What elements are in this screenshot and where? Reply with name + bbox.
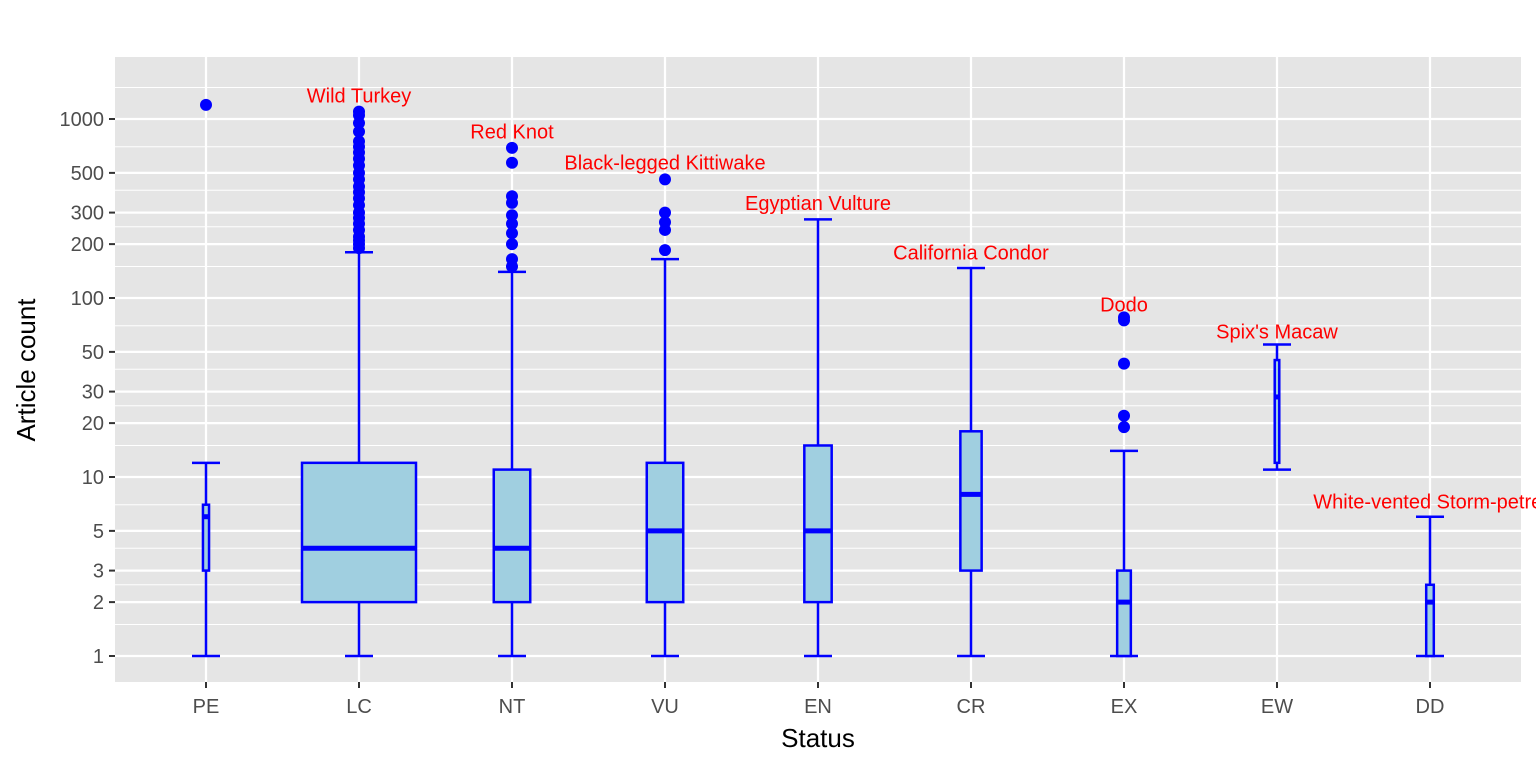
y-tick-label: 200 xyxy=(71,234,104,256)
y-tick-label: 1000 xyxy=(60,109,105,131)
box xyxy=(959,430,983,572)
x-tick-label: NT xyxy=(499,696,526,718)
boxplot-lc xyxy=(300,105,418,658)
x-axis: PE LC NT VU EN CR EX EW DD xyxy=(193,682,1445,718)
y-tick-label: 1 xyxy=(93,646,104,668)
annotation-label: Egyptian Vulture xyxy=(745,193,891,215)
boxplot-pe xyxy=(192,98,220,658)
annotation-label: Wild Turkey xyxy=(307,86,411,108)
outlier-point xyxy=(1118,409,1130,422)
x-tick-label: CR xyxy=(957,696,986,718)
x-tick-label: LC xyxy=(346,696,372,718)
annotation-label: Spix's Macaw xyxy=(1216,321,1338,343)
x-tick-label: EN xyxy=(804,696,832,718)
outlier-point xyxy=(506,253,518,266)
box xyxy=(803,444,833,604)
y-axis-title: Article count xyxy=(11,298,41,442)
outlier-point xyxy=(1118,311,1130,324)
box xyxy=(492,468,532,604)
y-tick-label: 500 xyxy=(71,163,104,185)
x-tick-label: DD xyxy=(1416,696,1445,718)
boxplot-dd xyxy=(1416,515,1444,658)
y-tick-label: 10 xyxy=(82,467,104,489)
annotation-label: California Condor xyxy=(893,242,1049,264)
y-tick-label: 30 xyxy=(82,382,104,404)
outlier-point xyxy=(506,238,518,251)
x-tick-label: VU xyxy=(651,696,679,718)
annotation-label: Red Knot xyxy=(470,122,554,144)
outlier-point xyxy=(353,135,365,148)
y-tick-label: 50 xyxy=(82,342,104,364)
annotation-label: White-vented Storm-petrel xyxy=(1313,491,1536,513)
x-tick-label: EW xyxy=(1261,696,1293,718)
annotation-label: Black-legged Kittiwake xyxy=(564,153,765,175)
outlier-point xyxy=(659,173,671,186)
x-tick-label: PE xyxy=(193,696,220,718)
outlier-point xyxy=(659,206,671,219)
boxes xyxy=(192,98,1444,658)
y-tick-label: 3 xyxy=(93,561,104,583)
outlier-point xyxy=(1118,357,1130,370)
outlier-point xyxy=(353,125,365,138)
outlier-point xyxy=(1118,421,1130,434)
outlier-point xyxy=(506,141,518,154)
annotation-label: Dodo xyxy=(1100,294,1148,316)
boxplot-ew xyxy=(1263,343,1291,471)
y-tick-label: 300 xyxy=(71,203,104,225)
y-tick-label: 5 xyxy=(93,521,104,543)
y-tick-label: 2 xyxy=(93,592,104,614)
y-axis: 1 2 3 5 10 20 30 50 100 200 300 500 1000 xyxy=(60,109,115,668)
outlier-point xyxy=(200,98,212,111)
boxplot-ex xyxy=(1110,311,1138,658)
box xyxy=(1115,569,1133,658)
boxplot-en xyxy=(803,218,833,658)
y-tick-label: 100 xyxy=(71,288,104,310)
outlier-point xyxy=(506,227,518,240)
box xyxy=(1273,358,1281,465)
boxplot-vu xyxy=(645,173,685,658)
box xyxy=(201,503,211,572)
x-axis-title: Status xyxy=(781,723,855,753)
x-tick-label: EX xyxy=(1111,696,1138,718)
outlier-point xyxy=(353,105,365,118)
box xyxy=(300,461,418,604)
outlier-point xyxy=(659,244,671,257)
outlier-point xyxy=(506,209,518,222)
outlier-point xyxy=(506,156,518,169)
boxplot-cr xyxy=(957,266,985,658)
boxplot-nt xyxy=(492,141,532,658)
y-tick-label: 20 xyxy=(82,413,104,435)
annotations: Wild Turkey Red Knot Black-legged Kittiwak… xyxy=(307,86,1536,514)
outlier-point xyxy=(506,190,518,203)
outlier-point xyxy=(506,217,518,230)
outlier-point xyxy=(659,216,671,229)
box xyxy=(1424,583,1436,658)
